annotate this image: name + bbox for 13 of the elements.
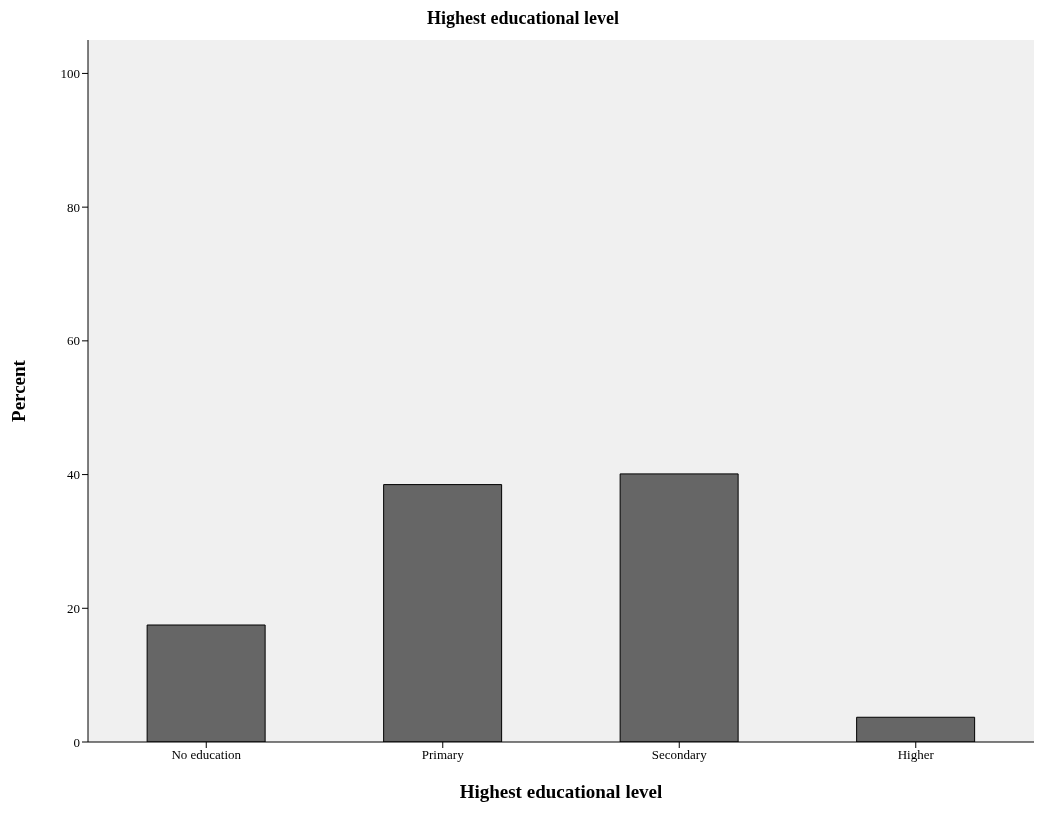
y-tick-label: 20: [67, 600, 80, 616]
x-tick-label: Secondary: [651, 747, 708, 763]
chart-title: Highest educational level: [426, 8, 620, 30]
x-axis-title: Highest educational level: [459, 781, 663, 802]
y-tick-label: 0: [73, 734, 80, 750]
y-tick-label: 60: [67, 333, 80, 349]
y-tick-label: 80: [67, 199, 80, 215]
x-tick-label: No education: [171, 747, 242, 763]
y-axis-title: Percent: [7, 359, 29, 422]
y-tick-label: 100: [60, 66, 80, 82]
x-tick-label: Higher: [897, 747, 935, 763]
x-tick-label: Primary: [421, 747, 465, 763]
y-tick-label: 40: [67, 467, 80, 483]
